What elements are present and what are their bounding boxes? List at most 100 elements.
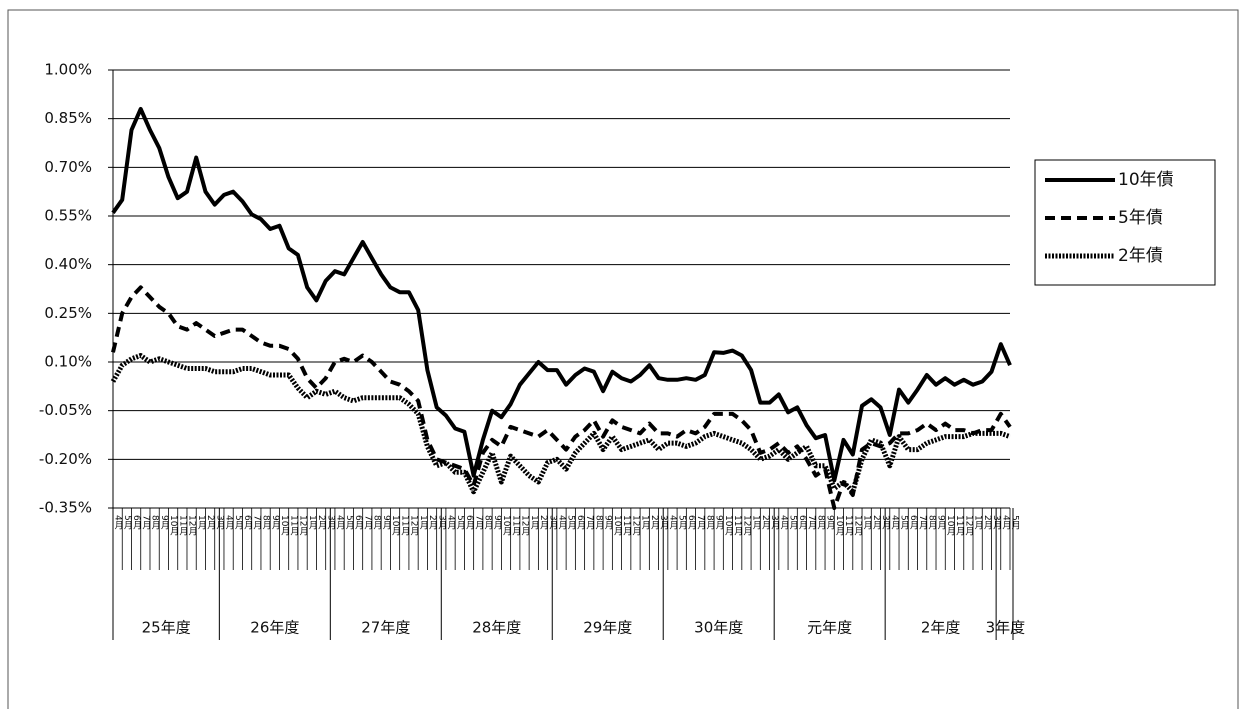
group-label: 26年度 [250,619,299,637]
y-tick-label: 0.85% [44,109,92,127]
x-tick-label: 5月 [455,515,466,531]
x-tick-label: 8月 [483,515,494,531]
series-line [111,285,1012,510]
x-tick-label: 11月 [177,515,188,536]
x-tick-label: 7月 [695,515,706,531]
x-tick-label: 9月 [603,515,614,531]
x-tick-label: 7月 [584,515,595,531]
x-tick-label: 10月 [390,515,401,536]
x-tick-label: 12月 [520,515,531,536]
y-tick-label: -0.05% [39,401,92,419]
x-tick-label: 12月 [852,515,863,536]
x-tick-label: 4月 [446,515,457,531]
x-tick-label: 12月 [963,515,974,536]
x-tick-label: 2月 [205,515,216,531]
x-tick-label: 6月 [686,515,697,531]
x-tick-label: 11月 [843,515,854,536]
x-tick-label: 6月 [908,515,919,531]
x-tick-label: 2月 [316,515,327,531]
x-tick-label: 10月 [279,515,290,536]
x-tick-label: 11月 [288,515,299,536]
x-tick-label: 5月 [899,515,910,531]
legend-label: 5年債 [1118,208,1163,228]
x-tick-label: 7月 [140,515,151,531]
x-tick-label: 8月 [372,515,383,531]
x-tick-label: 6月 [575,515,586,531]
y-tick-label: 0.25% [44,304,92,322]
y-tick-label: 0.70% [44,158,92,176]
x-tick-label: 9月 [270,515,281,531]
frame [7,9,1239,711]
x-tick-label: 1月 [640,515,651,531]
x-tick-label: 8月 [704,515,715,531]
x-tick-label: 12月 [187,515,198,536]
x-tick-label: 5月 [677,515,688,531]
y-tick-label: 0.40% [44,255,92,273]
x-tick-label: 10月 [168,515,179,536]
x-tick-label: 10月 [723,515,734,536]
x-tick-label: 5月 [122,515,132,531]
x-tick-label: 10月 [834,515,845,536]
x-tick-label: 10月 [612,515,623,536]
x-tick-label: 9月 [492,515,503,531]
x-tick-label: 9月 [159,515,170,531]
x-tick-label: 1月 [862,515,873,531]
x-tick-label: 2月 [871,515,882,531]
x-tick-label: 9月 [714,515,725,531]
x-tick-label: 5月 [566,515,577,531]
x-tick-label: 8月 [261,515,272,531]
x-tick-label: 5月 [233,515,244,531]
x-tick-label: 4月 [224,515,235,531]
x-tick-label: 11月 [399,515,410,536]
x-tick-label: 6月 [464,515,475,531]
x-tick-label: 5月 [788,515,799,531]
x-tick-label: 1月 [196,515,207,531]
x-tick-label: 7月 [917,515,928,531]
y-tick-label: -0.20% [39,450,92,468]
group-label: 3年度 [986,619,1026,637]
x-tick-label: 11月 [510,515,521,536]
x-tick-label: 1月 [307,515,318,531]
x-tick-label: 5月 [1010,515,1021,531]
x-tick-label: 8月 [815,515,826,531]
x-tick-label: 2月 [649,515,660,531]
x-tick-label: 7月 [473,515,484,531]
group-label: 元年度 [807,619,852,637]
x-tick-label: 4月 [667,515,678,531]
x-tick-label: 5月 [344,515,355,531]
x-tick-label: 6月 [797,515,808,531]
x-tick-label: 10月 [945,515,956,536]
x-tick-label: 12月 [630,515,641,536]
legend-label: 2年債 [1118,246,1163,266]
x-tick-label: 4月 [889,515,900,531]
x-tick-label: 4月 [1000,515,1011,531]
y-tick-label: 0.55% [44,207,92,225]
x-tick-label: 1月 [529,515,540,531]
x-tick-label: 8月 [593,515,604,531]
x-tick-label: 2月 [538,515,549,531]
x-tick-label: 7月 [362,515,373,531]
x-tick-label: 4月 [335,515,346,531]
x-tick-label: 6月 [242,515,253,531]
x-tick-label: 2月 [760,515,771,531]
x-tick-label: 8月 [926,515,937,531]
x-tick-label: 4月 [113,515,124,531]
group-label: 28年度 [472,619,521,637]
x-tick-label: 2月 [427,515,438,531]
y-tick-label: -0.35% [39,499,92,517]
x-tick-label: 6月 [131,515,142,531]
group-label: 2年度 [921,619,961,637]
x-tick-label: 12月 [298,515,309,536]
x-tick-label: 12月 [409,515,420,536]
group-label: 30年度 [694,619,743,637]
series-line [110,353,1011,495]
x-tick-label: 1月 [973,515,984,531]
x-tick-label: 11月 [732,515,743,536]
x-tick-label: 11月 [954,515,965,536]
group-label: 25年度 [142,619,191,637]
series-line [111,106,1012,483]
x-tick-label: 7月 [251,515,262,531]
x-tick-label: 2月 [982,515,993,531]
x-tick-label: 9月 [381,515,392,531]
